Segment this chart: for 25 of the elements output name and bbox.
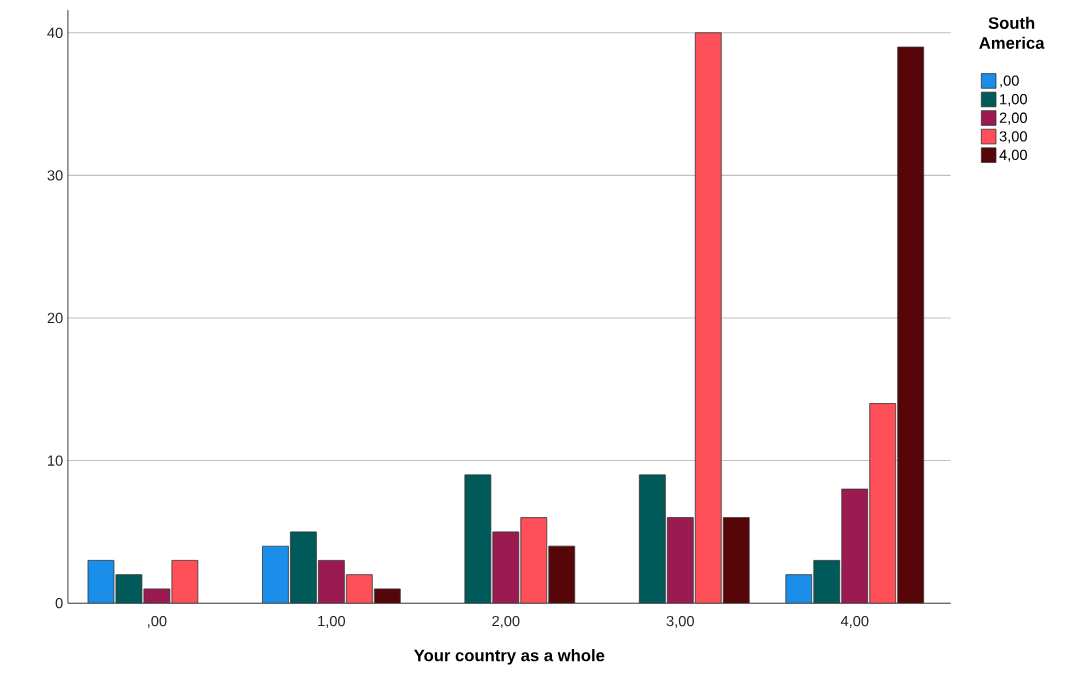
legend-label: ,00 bbox=[1000, 75, 1019, 88]
x-tick-label: 2,00 bbox=[492, 615, 520, 628]
bar bbox=[638, 474, 666, 604]
x-tick-label: 3,00 bbox=[666, 615, 694, 628]
y-tick-label: 40 bbox=[47, 27, 63, 38]
x-tick-label: ,00 bbox=[148, 615, 167, 628]
x-tick-label: 4,00 bbox=[840, 615, 869, 628]
legend-label: 4,00 bbox=[999, 149, 1027, 162]
bar bbox=[897, 46, 925, 604]
y-tick-label: 10 bbox=[48, 455, 63, 466]
bar bbox=[813, 559, 841, 604]
bar bbox=[722, 517, 750, 604]
y-tick-label: 0 bbox=[55, 597, 63, 609]
y-tick-label: 30 bbox=[47, 170, 63, 181]
legend-title: South America bbox=[979, 16, 1045, 49]
y-tick-label: 20 bbox=[47, 312, 63, 324]
bar bbox=[290, 531, 317, 604]
legend-label: 2,00 bbox=[999, 112, 1027, 125]
legend-label: 1,00 bbox=[1000, 94, 1027, 107]
x-tick-label: 1,00 bbox=[318, 615, 346, 628]
legend-label: 3,00 bbox=[999, 131, 1027, 144]
bar bbox=[115, 574, 143, 604]
x-axis-title: Your country as a whole bbox=[414, 649, 605, 665]
bar bbox=[464, 474, 492, 604]
bar bbox=[548, 545, 576, 604]
